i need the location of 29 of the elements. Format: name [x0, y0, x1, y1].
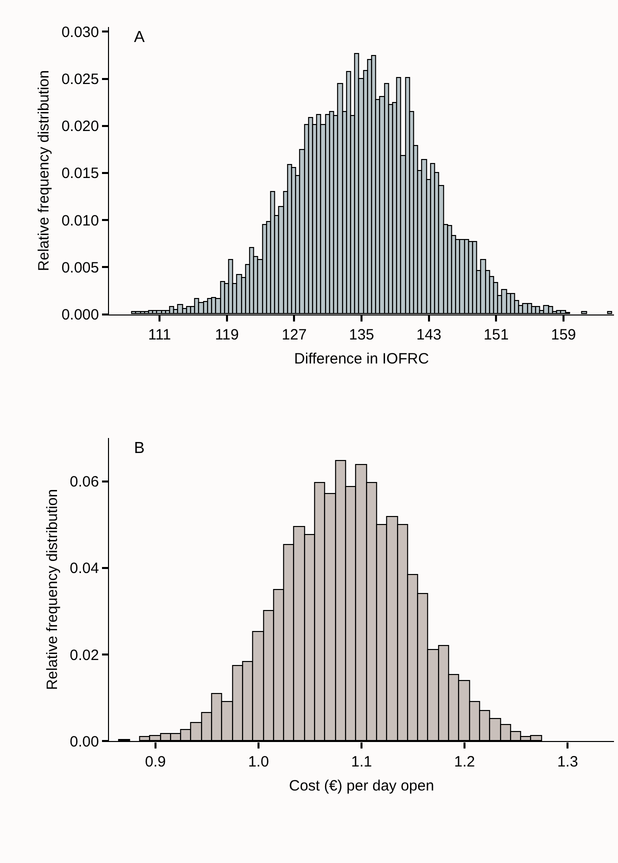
- x-axis-title: Cost (€) per day open: [289, 777, 434, 794]
- y-tick-label: 0.04: [70, 560, 99, 578]
- x-tick-label: 111: [148, 326, 171, 344]
- x-tick-label: 159: [550, 326, 576, 344]
- y-tick-label: 0.030: [61, 24, 99, 41]
- y-axis-title: Relative frequency distribution: [44, 489, 62, 690]
- x-tick-label: 143: [416, 326, 442, 344]
- annotation: B: [134, 440, 145, 457]
- x-tick-label: 151: [484, 326, 509, 344]
- x-axis-title: Difference in IOFRC: [294, 350, 430, 368]
- x-tick-label: 1.3: [557, 753, 578, 770]
- x-tick-label: 135: [349, 326, 374, 344]
- x-tick-label: 119: [214, 326, 239, 344]
- y-tick-label: 0.020: [61, 118, 99, 136]
- y-tick-label: 0.06: [70, 474, 99, 491]
- y-tick-label: 0.005: [61, 259, 99, 276]
- y-tick-label: 0.02: [70, 646, 99, 664]
- y-tick-label: 0.015: [61, 165, 99, 182]
- x-tick-label: 127: [282, 326, 307, 344]
- x-tick-label: 1.2: [454, 753, 476, 770]
- x-tick-label: 1.1: [351, 753, 372, 770]
- y-tick-label: 0.00: [70, 733, 99, 750]
- y-tick-label: 0.000: [61, 306, 99, 324]
- x-tick-label: 0.9: [145, 753, 166, 770]
- y-axis-title: Relative frequency distribution: [36, 70, 53, 272]
- x-tick-label: 1.0: [248, 753, 269, 770]
- annotation: A: [134, 29, 145, 46]
- y-tick-label: 0.010: [61, 212, 99, 230]
- y-tick-label: 0.025: [61, 71, 99, 88]
